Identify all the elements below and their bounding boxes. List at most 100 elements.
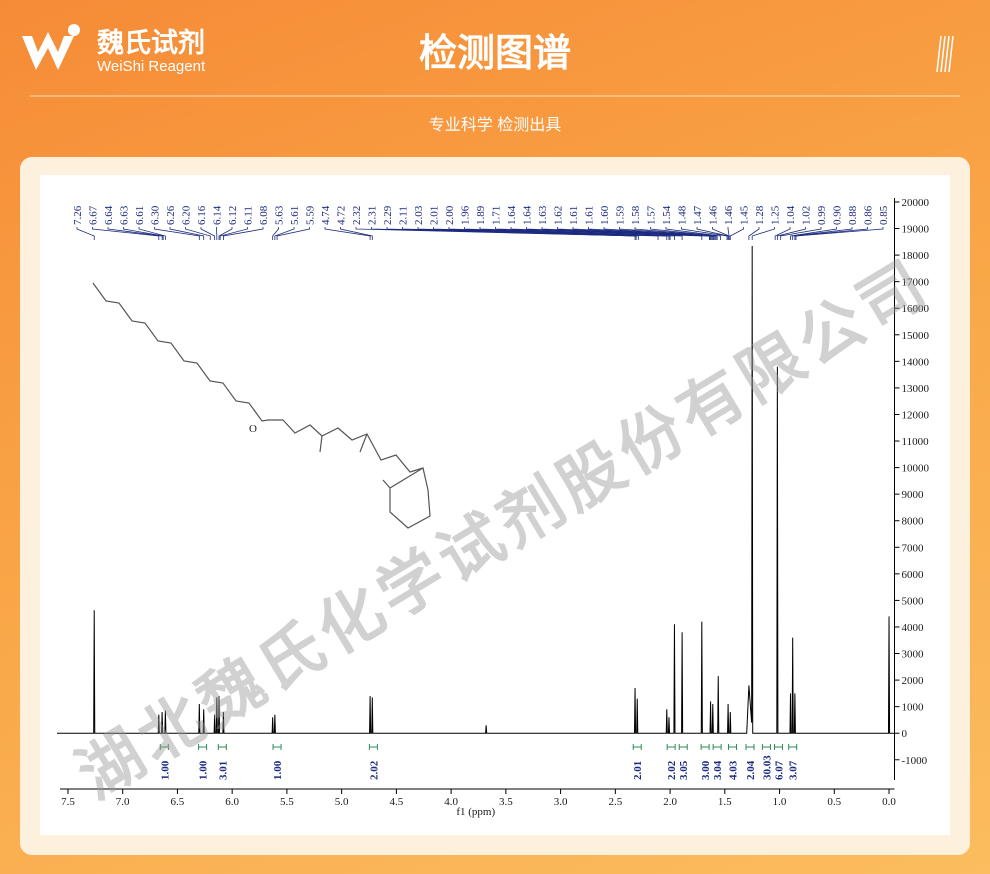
peak-label: 5.61 [289, 206, 301, 225]
peak-label: 2.32 [351, 206, 363, 225]
peak-connector [495, 227, 703, 240]
peak-label: 1.57 [646, 205, 658, 225]
peak-label: 6.61 [134, 206, 146, 225]
spectrum-line [57, 246, 895, 734]
y-tick-label: 11000 [902, 436, 930, 448]
peak-label: 1.64 [522, 205, 534, 225]
y-tick-label: 7000 [902, 542, 925, 554]
brand-en: WeiShi Reagent [97, 58, 206, 75]
integral-label: 6.07 [773, 760, 785, 780]
peak-label: 1.96 [460, 205, 472, 225]
peak-label: 1.48 [677, 205, 689, 225]
peak-label: 6.11 [243, 206, 255, 225]
peak-connector [603, 227, 715, 240]
y-tick-label: 2000 [902, 675, 925, 687]
peak-connector [92, 227, 160, 240]
peak-label: 1.25 [770, 205, 782, 225]
integral-label: 3.00 [700, 760, 712, 780]
peak-connector [276, 227, 310, 240]
integral-bracket [712, 744, 722, 750]
integral-label: 1.00 [272, 760, 284, 780]
x-tick-label: 4.0 [444, 796, 458, 808]
y-tick-label: 19000 [902, 224, 930, 236]
peak-connector [272, 227, 279, 240]
peak-label: 1.60 [599, 205, 611, 225]
peak-connector [794, 227, 868, 240]
molecule [92, 282, 424, 473]
peak-connector [748, 227, 760, 240]
peak-label: 1.64 [506, 205, 518, 225]
peak-connector [185, 227, 211, 240]
x-tick-label: 0.0 [882, 796, 896, 808]
peak-label: 1.54 [661, 205, 673, 225]
integral-label: 1.00 [159, 760, 171, 780]
peak-connector [154, 227, 200, 240]
decor-stripes [936, 35, 954, 73]
y-tick-label: 4000 [902, 622, 925, 634]
x-tick-label: 7.0 [116, 796, 130, 808]
integral-label: 2.01 [632, 761, 644, 780]
x-tick-label: 1.0 [773, 796, 787, 808]
peak-connector [696, 227, 729, 240]
x-tick-label: 2.5 [608, 796, 622, 808]
peak-label: 1.04 [785, 205, 797, 225]
peak-label: 4.72 [336, 206, 348, 225]
integral-label: 3.01 [217, 761, 229, 780]
peak-connector [681, 227, 728, 240]
peak-label: 2.29 [382, 205, 394, 225]
peak-label: 6.16 [196, 205, 208, 225]
peak-label: 1.58 [630, 205, 642, 225]
peak-label: 6.08 [258, 205, 270, 225]
peak-label: 1.62 [553, 206, 565, 225]
y-tick-label: 10000 [902, 463, 930, 475]
peak-label: 1.61 [568, 206, 580, 225]
peak-label: 1.63 [537, 205, 549, 225]
peak-label: 0.90 [832, 205, 844, 225]
y-tick-label: 1000 [902, 702, 925, 714]
integral-bracket [788, 744, 798, 750]
peak-label: 6.12 [227, 206, 239, 225]
peak-label: 6.63 [119, 205, 131, 225]
peak-connector [324, 227, 371, 240]
peak-connector [200, 227, 216, 240]
peak-connector [219, 227, 248, 240]
y-tick-label: 14000 [902, 356, 930, 368]
peak-connector [464, 227, 675, 240]
peak-connector [218, 227, 233, 240]
peak-label: 4.74 [320, 205, 332, 225]
peak-label: 2.31 [367, 206, 379, 225]
integral-bracket [368, 744, 378, 750]
peak-connector [123, 227, 164, 240]
integral-bracket [632, 744, 642, 750]
peak-connector [479, 227, 683, 240]
x-tick-label: 3.5 [499, 796, 513, 808]
integral-label: 3.07 [788, 760, 800, 780]
peak-label: 0.85 [878, 205, 890, 225]
peak-label: 6.30 [150, 205, 162, 225]
subtitle: 专业科学 检测出具 [429, 116, 561, 134]
peak-connector [169, 227, 205, 240]
brand-cn: 魏氏试剂 [97, 28, 205, 58]
chart: 7.5 7.0 6.5 6.0 5.5 5.0 4.5 4.0 3.5 3.0 2.5 2.0 1.5 1… [57, 197, 930, 818]
peak-label: 0.86 [863, 205, 875, 225]
peak-connector [223, 227, 264, 240]
y-tick-label: 16000 [902, 303, 930, 315]
peak-label: 1.02 [801, 206, 813, 225]
peak-connector [790, 227, 837, 240]
peak-label: 1.59 [615, 205, 627, 225]
peak-label: 2.00 [444, 205, 456, 225]
y-tick-label: 0 [902, 728, 908, 740]
y-tick-label: 20000 [902, 197, 930, 209]
y-tick-label: 17000 [902, 277, 930, 289]
peak-label: 2.01 [429, 206, 441, 225]
x-tick-label: 0.5 [827, 796, 841, 808]
integral-bracket [761, 744, 771, 750]
peak-label: 6.67 [88, 205, 100, 225]
logo-icon [22, 32, 74, 70]
peak-connector [386, 227, 639, 240]
peak-connector [776, 227, 806, 240]
peak-connector [138, 227, 166, 240]
peak-label: 5.63 [274, 205, 286, 225]
integral-bracket [745, 744, 755, 750]
